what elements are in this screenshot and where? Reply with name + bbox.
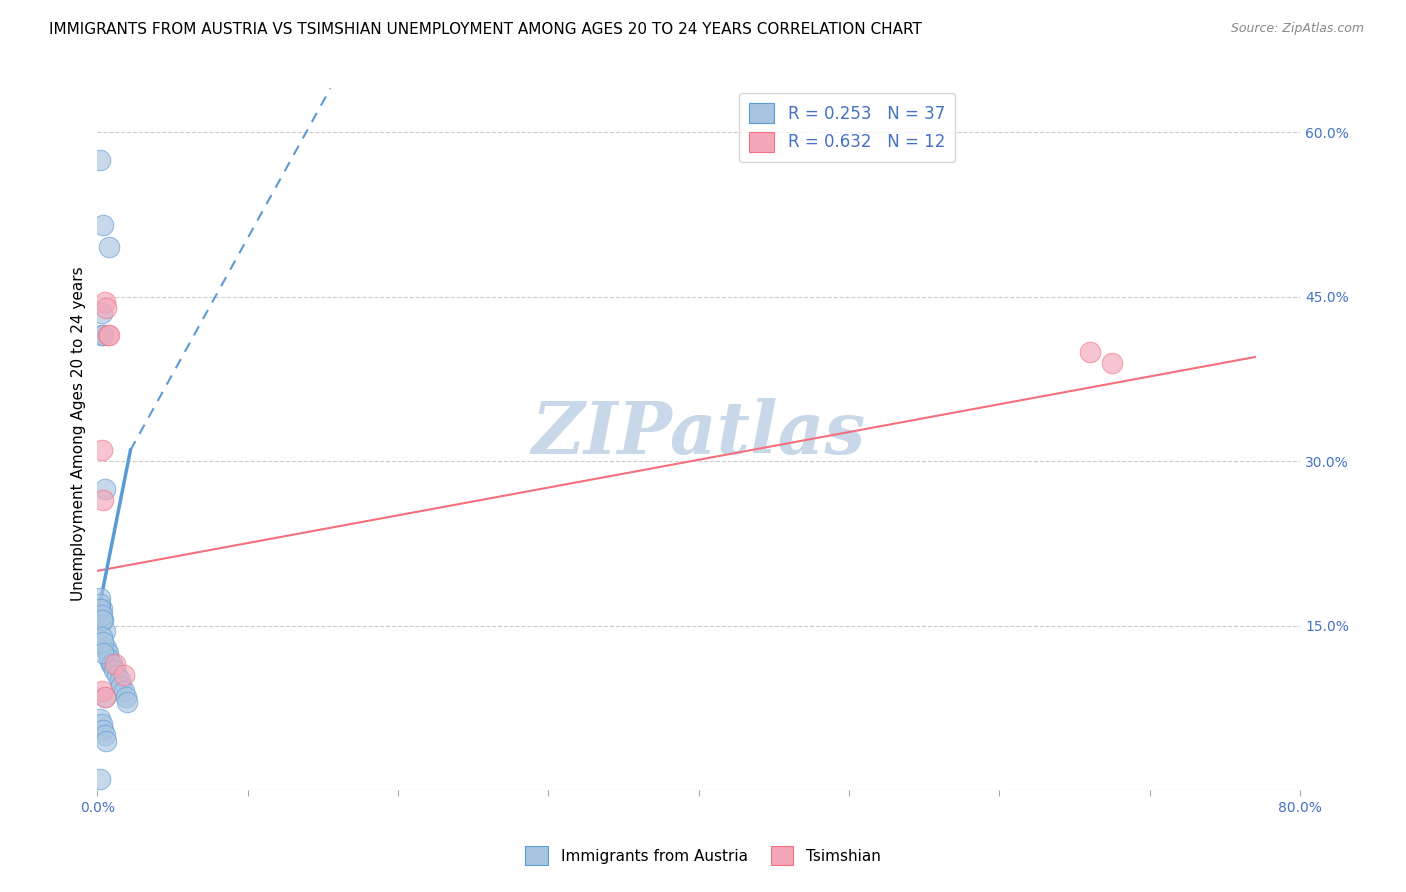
Point bbox=[94, 690, 117, 704]
Point bbox=[98, 328, 121, 343]
Point bbox=[96, 301, 118, 315]
Text: ZIPatlas: ZIPatlas bbox=[531, 399, 866, 469]
Point bbox=[93, 492, 115, 507]
Point bbox=[89, 712, 111, 726]
Point bbox=[1101, 355, 1123, 369]
Point bbox=[94, 624, 117, 639]
Point bbox=[89, 591, 111, 606]
Point bbox=[97, 646, 120, 660]
Point bbox=[1078, 344, 1101, 359]
Point bbox=[94, 690, 117, 704]
Point bbox=[117, 695, 139, 709]
Point bbox=[103, 663, 125, 677]
Point bbox=[98, 240, 121, 254]
Point bbox=[93, 219, 115, 233]
Point bbox=[94, 295, 117, 310]
Point bbox=[90, 306, 112, 320]
Point bbox=[93, 646, 115, 660]
Legend: R = 0.253   N = 37, R = 0.632   N = 12: R = 0.253 N = 37, R = 0.632 N = 12 bbox=[740, 93, 955, 162]
Point bbox=[93, 635, 115, 649]
Legend: Immigrants from Austria, Tsimshian: Immigrants from Austria, Tsimshian bbox=[519, 840, 887, 871]
Point bbox=[90, 613, 112, 627]
Point bbox=[115, 690, 138, 704]
Point bbox=[90, 602, 112, 616]
Point bbox=[112, 684, 135, 698]
Point bbox=[96, 640, 118, 655]
Point bbox=[90, 630, 112, 644]
Point bbox=[101, 657, 124, 671]
Point bbox=[90, 684, 112, 698]
Text: IMMIGRANTS FROM AUSTRIA VS TSIMSHIAN UNEMPLOYMENT AMONG AGES 20 TO 24 YEARS CORR: IMMIGRANTS FROM AUSTRIA VS TSIMSHIAN UNE… bbox=[49, 22, 922, 37]
Point bbox=[90, 328, 112, 343]
Point bbox=[89, 602, 111, 616]
Point bbox=[93, 613, 115, 627]
Point bbox=[105, 668, 128, 682]
Text: Source: ZipAtlas.com: Source: ZipAtlas.com bbox=[1230, 22, 1364, 36]
Point bbox=[89, 772, 111, 787]
Point bbox=[100, 657, 122, 671]
Point bbox=[112, 668, 135, 682]
Point bbox=[89, 597, 111, 611]
Point bbox=[110, 679, 132, 693]
Point bbox=[94, 482, 117, 496]
Point bbox=[98, 651, 121, 665]
Point bbox=[90, 443, 112, 458]
Point bbox=[89, 153, 111, 167]
Point bbox=[94, 728, 117, 742]
Y-axis label: Unemployment Among Ages 20 to 24 years: Unemployment Among Ages 20 to 24 years bbox=[72, 267, 86, 601]
Point bbox=[90, 717, 112, 731]
Point bbox=[96, 733, 118, 747]
Point bbox=[93, 723, 115, 737]
Point bbox=[93, 328, 115, 343]
Point bbox=[90, 607, 112, 622]
Point bbox=[97, 328, 120, 343]
Point bbox=[104, 657, 127, 671]
Point bbox=[108, 673, 131, 688]
